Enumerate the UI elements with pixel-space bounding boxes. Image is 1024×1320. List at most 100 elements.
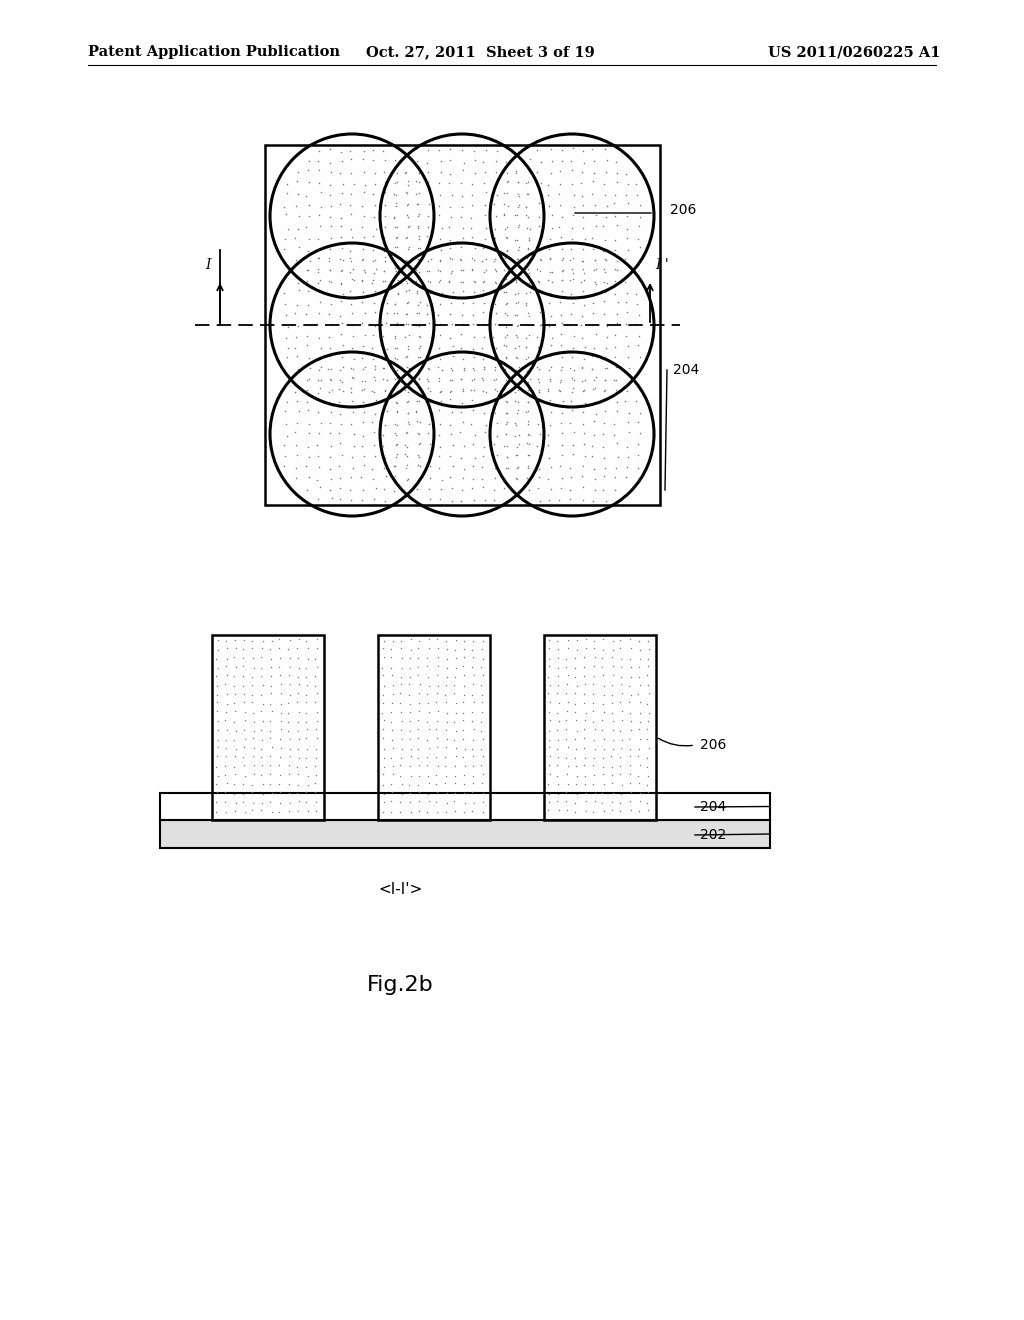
Point [398,280,415,301]
Point [587,469,603,490]
Point [383,747,399,768]
Point [575,647,592,668]
Point [586,162,602,183]
Point [419,260,435,281]
Point [255,774,271,795]
Point [291,206,307,227]
Point [611,792,628,813]
Point [209,744,225,766]
Point [542,248,558,269]
Point [322,152,338,173]
Point [400,215,417,236]
Point [270,656,287,677]
Point [640,766,656,787]
Point [552,455,568,477]
Point [282,792,298,813]
Point [392,801,409,822]
Point [412,326,428,347]
Point [475,280,492,301]
Point [612,784,629,805]
Point [478,414,495,436]
Point [263,676,280,697]
Point [529,337,546,358]
Point [496,193,512,214]
Point [420,766,436,787]
Point [456,685,472,706]
Point [624,667,640,688]
Point [498,347,514,368]
Point [289,638,305,659]
Point [287,302,303,323]
Point [342,248,358,269]
Point [353,466,370,487]
Point [389,400,406,421]
Point [428,774,444,795]
Point [244,775,260,796]
Point [289,391,305,412]
Point [280,392,296,413]
Point [419,729,435,750]
Point [520,172,537,193]
Point [496,203,512,224]
Point [629,284,645,305]
Point [308,738,325,759]
Point [324,401,340,422]
Point [422,401,438,422]
Point [420,206,436,227]
Point [594,783,610,804]
Point [399,403,416,424]
Point [620,346,636,367]
Point [568,766,585,787]
Point [422,467,438,488]
Point [262,639,279,660]
Point [466,368,482,389]
Point [433,239,450,260]
Point [604,791,621,812]
Point [397,457,414,478]
Point [421,701,437,722]
Point [225,675,242,696]
Point [397,434,414,455]
Point [399,421,416,442]
Point [367,370,383,391]
Point [606,370,623,391]
Point [562,488,579,510]
Point [586,425,602,446]
Point [541,360,557,381]
Point [272,693,289,714]
Point [521,479,538,500]
Point [456,764,472,785]
Point [365,458,381,479]
Point [554,346,570,367]
Point [298,216,314,238]
Point [245,792,261,813]
Point [331,379,347,400]
Point [566,801,583,822]
Point [620,436,636,457]
Point [374,657,390,678]
Point [379,292,395,313]
Point [356,205,373,226]
Point [465,141,481,162]
Point [578,702,594,723]
Point [465,469,481,490]
Point [541,490,557,511]
Point [217,792,233,813]
Point [408,260,424,281]
Point [554,422,570,444]
Point [568,675,585,696]
Point [531,314,548,335]
Point [291,657,307,678]
Point [603,693,620,714]
Point [410,206,426,227]
Point [586,370,602,391]
Point [588,367,604,388]
Point [496,436,512,457]
Point [529,436,546,457]
Point [430,701,446,722]
Point [441,173,458,194]
Point [607,230,624,251]
Point [374,702,390,723]
Point [446,772,463,793]
Point [387,466,403,487]
